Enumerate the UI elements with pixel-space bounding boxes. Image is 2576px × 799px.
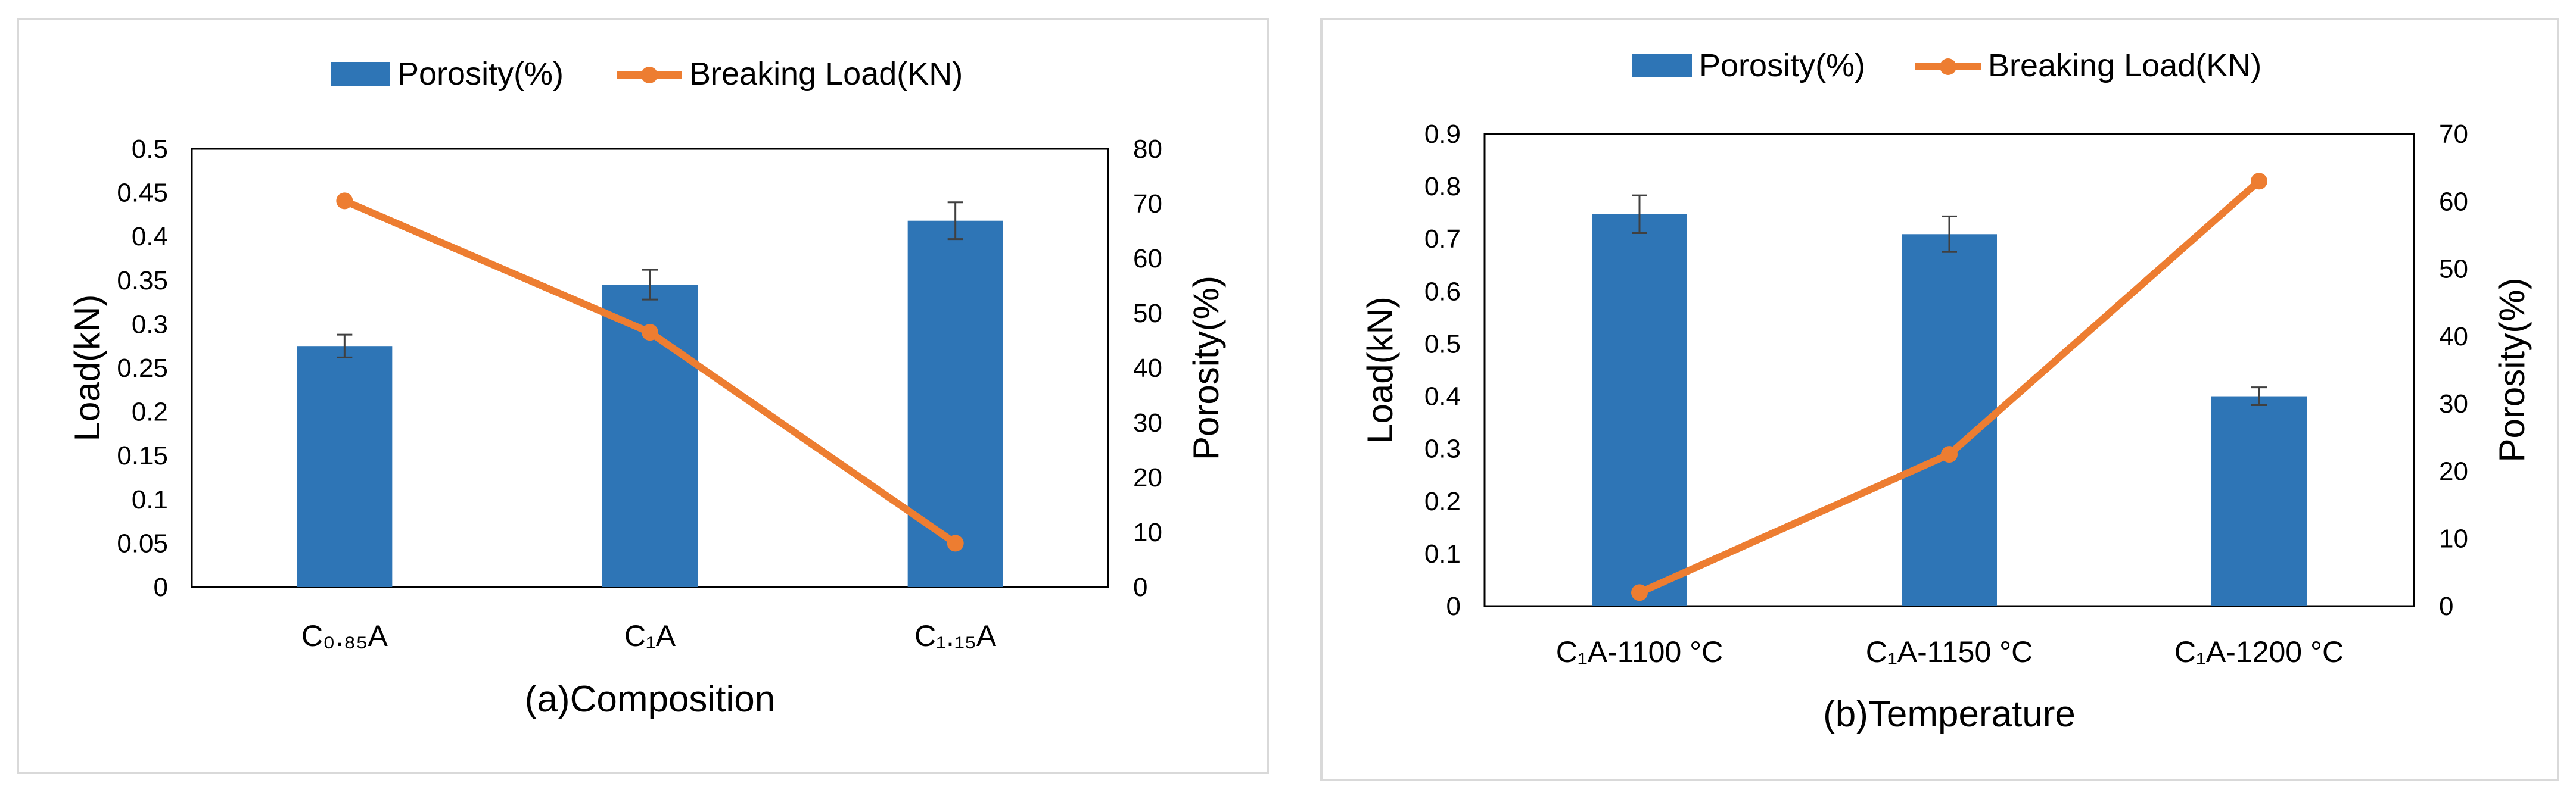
left-tick-label: 0.2 [1424,487,1461,516]
right-tick-label: 10 [2439,525,2468,554]
right-tick-label: 30 [2439,389,2468,419]
left-tick-label: 0.9 [1424,120,1461,149]
line-point-3 [2251,173,2267,190]
right-tick-label: 20 [2439,457,2468,486]
left-tick-label: 0.2 [132,398,168,427]
legend-bar-swatch [1632,54,1692,77]
left-tick-label: 0.6 [1424,277,1461,306]
legend-line-label: Breaking Load(KN) [1988,48,2261,83]
legend-bar-label: Porosity(%) [397,56,564,92]
left-tick-label: 0.1 [132,485,168,514]
left-tick-label: 0.8 [1424,172,1461,201]
right-tick-label: 60 [1133,244,1162,273]
right-axis-title: Porosity(%) [1186,276,1226,460]
left-axis-title: Load(kN) [67,295,107,442]
right-axis-title: Porosity(%) [2492,277,2532,462]
legend-line-marker [1940,58,1956,75]
right-tick-label: 70 [1133,189,1162,219]
chart-panel-composition: 0 0.05 0.1 0.15 0.2 0.25 0.3 0.35 0.4 0.45 0.5 0 10 2… [17,18,1269,774]
line-point-2 [642,324,658,341]
left-tick-label: 0.7 [1424,224,1461,254]
right-tick-label: 40 [1133,354,1162,383]
x-axis-title: (a)Composition [525,679,775,720]
legend-bar-label: Porosity(%) [1699,48,1865,83]
left-tick-label: 0.35 [117,266,168,295]
right-tick-label: 50 [1133,299,1162,328]
left-tick-label: 0 [1446,592,1461,621]
category-label: C₀.₈₅A [301,619,388,653]
right-tick-label: 30 [1133,408,1162,438]
left-tick-label: 0.45 [117,179,168,208]
right-tick-label: 80 [1133,135,1162,164]
left-tick-label: 0.4 [132,222,168,251]
right-tick-label: 10 [1133,518,1162,547]
left-tick-label: 0.1 [1424,539,1461,569]
bar-3 [907,220,1003,588]
left-tick-label: 0.5 [132,135,168,164]
left-tick-label: 0.4 [1424,382,1461,411]
line-point-2 [1941,446,1958,463]
right-tick-label: 20 [1133,463,1162,492]
legend-line-label: Breaking Load(KN) [689,56,963,92]
bar-3 [2211,396,2307,606]
bar-1 [1592,214,1687,606]
category-label: C₁A-1200 °C [2174,635,2344,669]
bar-2 [1902,234,1997,606]
left-axis-title: Load(kN) [1360,296,1400,444]
line-point-1 [336,192,353,210]
left-tick-label: 0.05 [117,529,168,558]
category-label: C₁A [624,619,676,653]
left-tick-label: 0.3 [132,310,168,339]
category-label: C₁.₁₅A [914,619,997,653]
legend-line-marker [641,67,658,83]
bar-1 [297,346,393,587]
left-tick-label: 0 [154,573,168,602]
left-tick-label: 0.5 [1424,329,1461,358]
left-tick-label: 0.25 [117,354,168,383]
x-axis-title: (b)Temperature [1823,694,2076,735]
right-tick-label: 0 [2439,592,2453,621]
right-tick-label: 0 [1133,573,1147,602]
line-point-3 [947,535,964,552]
right-tick-label: 40 [2439,322,2468,351]
legend-bar-swatch [331,62,390,86]
category-label: C₁A-1150 °C [1866,635,2033,669]
right-tick-label: 60 [2439,187,2468,216]
left-tick-label: 0.15 [117,441,168,470]
line-point-1 [1631,584,1648,601]
chart-panel-temperature: 0 0.1 0.2 0.3 0.4 0.5 0.6 0.7 0.8 0.9 0 10 20 30 40 50 6… [1320,18,2559,781]
left-tick-label: 0.3 [1424,435,1461,464]
category-label: C₁A-1100 °C [1556,635,1723,669]
right-tick-label: 70 [2439,120,2468,149]
right-tick-label: 50 [2439,255,2468,284]
